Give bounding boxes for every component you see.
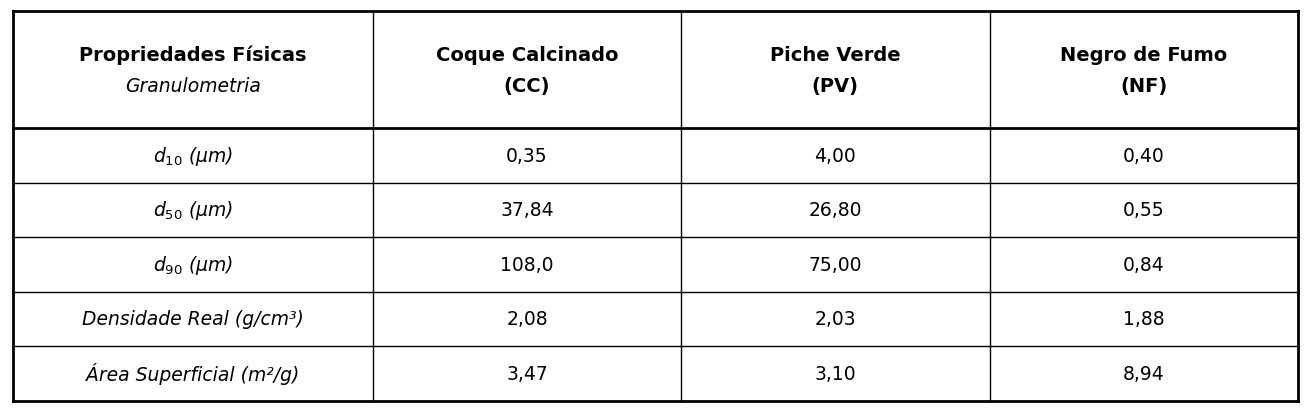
Text: (CC): (CC) bbox=[503, 77, 551, 96]
Text: 2,08: 2,08 bbox=[506, 310, 548, 329]
Text: 0,40: 0,40 bbox=[1122, 147, 1164, 166]
Text: Área Superficial (m²/g): Área Superficial (m²/g) bbox=[87, 363, 300, 385]
Text: 1,88: 1,88 bbox=[1124, 310, 1164, 329]
Text: 26,80: 26,80 bbox=[809, 201, 863, 220]
Text: Densidade Real (g/cm³): Densidade Real (g/cm³) bbox=[83, 310, 304, 329]
Text: 4,00: 4,00 bbox=[814, 147, 856, 166]
Text: Coque Calcinado: Coque Calcinado bbox=[435, 45, 619, 64]
Text: 75,00: 75,00 bbox=[809, 255, 863, 274]
Text: Granulometria: Granulometria bbox=[125, 77, 261, 96]
Text: Piche Verde: Piche Verde bbox=[770, 45, 901, 64]
Text: Propriedades Físicas: Propriedades Físicas bbox=[79, 45, 307, 65]
Text: 2,03: 2,03 bbox=[814, 310, 856, 329]
Text: 0,35: 0,35 bbox=[506, 147, 548, 166]
Text: 3,47: 3,47 bbox=[506, 364, 548, 383]
Text: 0,84: 0,84 bbox=[1122, 255, 1164, 274]
Text: 37,84: 37,84 bbox=[501, 201, 553, 220]
Text: 8,94: 8,94 bbox=[1122, 364, 1164, 383]
Text: 108,0: 108,0 bbox=[501, 255, 553, 274]
Text: (PV): (PV) bbox=[812, 77, 859, 96]
Text: $d_{50}$ (μm): $d_{50}$ (μm) bbox=[153, 199, 233, 222]
Text: $d_{10}$ (μm): $d_{10}$ (μm) bbox=[153, 145, 233, 168]
Text: 0,55: 0,55 bbox=[1124, 201, 1164, 220]
Text: (NF): (NF) bbox=[1120, 77, 1167, 96]
Text: $d_{90}$ (μm): $d_{90}$ (μm) bbox=[153, 253, 233, 276]
Text: 3,10: 3,10 bbox=[814, 364, 856, 383]
Text: Negro de Fumo: Negro de Fumo bbox=[1061, 45, 1227, 64]
